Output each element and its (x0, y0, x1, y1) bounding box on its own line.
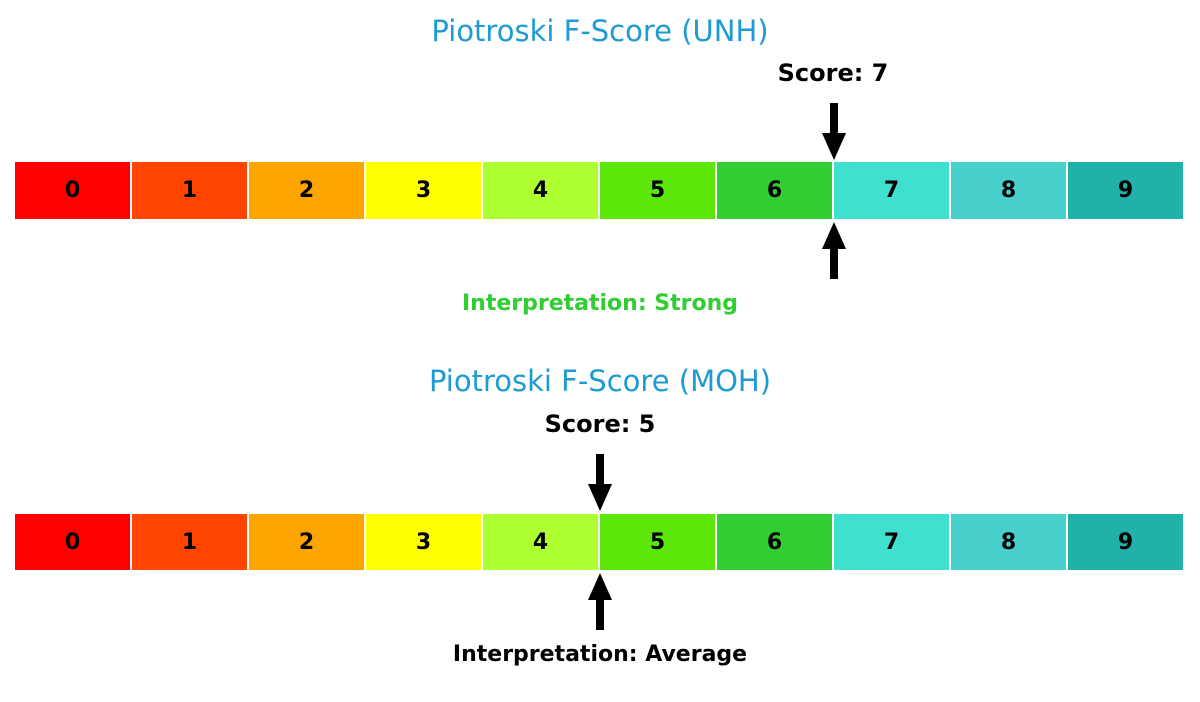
chart-title-unh: Piotroski F-Score (UNH) (431, 14, 769, 48)
score-segment-2: 2 (248, 161, 365, 220)
interpretation-label: Interpretation: Average (452, 642, 748, 667)
arrow-head (588, 484, 612, 511)
score-pointer-up-arrow (822, 222, 846, 279)
arrow-head (822, 133, 846, 160)
chart-title-moh: Piotroski F-Score (MOH) (428, 364, 772, 398)
score-pointer-down-arrow (822, 103, 846, 160)
score-segment-4: 4 (482, 161, 599, 220)
score-value-label: Score: 7 (777, 59, 889, 87)
arrow-head (822, 222, 846, 249)
score-pointer-down-arrow (588, 454, 612, 511)
interpretation-label: Interpretation: Strong (461, 291, 739, 316)
score-segment-0: 0 (14, 513, 131, 571)
arrow-shaft (596, 600, 604, 630)
score-value-label: Score: 5 (544, 410, 656, 438)
score-segment-5: 5 (599, 161, 716, 220)
score-segment-6: 6 (716, 161, 833, 220)
score-segment-2: 2 (248, 513, 365, 571)
score-segment-4: 4 (482, 513, 599, 571)
arrow-shaft (596, 454, 604, 484)
score-segment-0: 0 (14, 161, 131, 220)
score-segment-7: 7 (833, 161, 950, 220)
score-segment-3: 3 (365, 513, 482, 571)
score-segment-1: 1 (131, 513, 248, 571)
arrow-head (588, 573, 612, 600)
score-pointer-up-arrow (588, 573, 612, 630)
arrow-shaft (830, 103, 838, 133)
score-segment-8: 8 (950, 161, 1067, 220)
score-segment-5: 5 (599, 513, 716, 571)
score-segment-7: 7 (833, 513, 950, 571)
score-segment-9: 9 (1067, 161, 1184, 220)
score-segment-9: 9 (1067, 513, 1184, 571)
score-segment-8: 8 (950, 513, 1067, 571)
score-segment-1: 1 (131, 161, 248, 220)
score-segment-6: 6 (716, 513, 833, 571)
arrow-shaft (830, 249, 838, 279)
score-segment-3: 3 (365, 161, 482, 220)
